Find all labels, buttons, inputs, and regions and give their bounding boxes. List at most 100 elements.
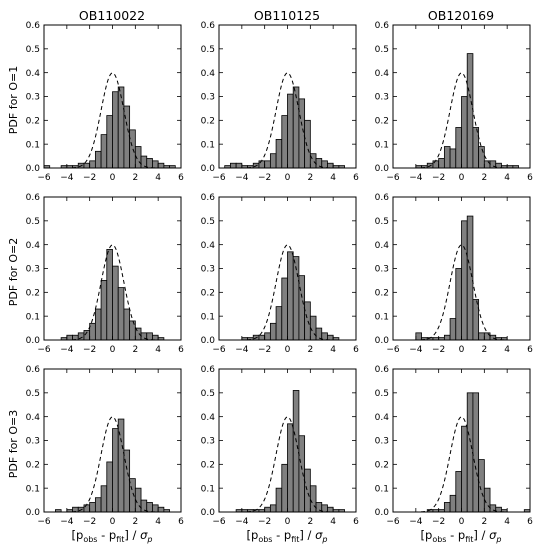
y-tick-label: 0.3 (201, 265, 215, 275)
y-tick-label: 0.6 (201, 365, 216, 375)
histogram-bar (443, 334, 451, 341)
y-tick-label: 0.4 (201, 69, 216, 79)
x-tick-label: 4 (330, 173, 336, 183)
y-tick-label: 0.1 (26, 140, 40, 150)
y-tick-label: 0.6 (26, 365, 41, 375)
histogram-bar (461, 425, 468, 513)
histogram-bar (94, 150, 102, 169)
x-axis-labels: [pobs - pfit] / σp [pobs - pfit] / σp [p… (72, 528, 502, 544)
y-tick-label: 0.1 (201, 484, 215, 494)
y-tick-label: 0.4 (26, 69, 41, 79)
panel-3-3: −6 −4 −2 0 2 4 6 0.0 0.1 0.2 0.3 0.4 0.5 0.6 (375, 365, 533, 527)
histogram-bar (443, 502, 451, 513)
x-tick-label: 4 (155, 517, 161, 527)
panel-1-3: −6 −4 −2 0 2 4 6 0.0 0.1 0.2 0.3 0.4 0.5 0.6 (375, 21, 533, 183)
histogram-bar (129, 478, 136, 513)
histogram-bar (129, 129, 136, 169)
y-tick-label: 0.0 (26, 508, 41, 518)
histogram-bar (292, 86, 300, 169)
y-tick-label: 0.5 (26, 389, 40, 399)
y-tick-label: 0.3 (26, 93, 40, 103)
y-tick-label: 0.3 (375, 437, 389, 447)
y-tick-label: 0.5 (26, 45, 40, 55)
histogram-bar (157, 162, 165, 169)
histogram-bar (304, 119, 311, 169)
x-tick-label: −4 (60, 517, 74, 527)
x-tick-label: −4 (235, 517, 249, 527)
histogram-bar (478, 332, 485, 341)
y-tick-label: 0.3 (375, 265, 389, 275)
histogram-bar (298, 435, 306, 513)
x-tick-label: 4 (155, 173, 161, 183)
x-tick-label: 2 (481, 173, 487, 183)
histogram-bar (100, 280, 108, 341)
histogram-bar (281, 115, 288, 169)
y-tick-label: 0.4 (26, 413, 41, 423)
y-tick-label: 0.0 (201, 508, 216, 518)
histogram-bar (478, 459, 485, 513)
y-tick-label: 0.4 (26, 241, 41, 251)
histogram-bar (83, 162, 91, 169)
x-tick-label: 6 (353, 517, 359, 527)
x-tick-label: 2 (132, 517, 138, 527)
y-tick-label: 0.5 (201, 389, 215, 399)
histogram-bar (117, 86, 125, 169)
y-tick-label: 0.5 (375, 389, 389, 399)
panel-2-2: −6 −4 −2 0 2 4 6 0.0 0.1 0.2 0.3 0.4 0.5 0.6 (201, 193, 359, 355)
y-tick-label: 0.3 (201, 437, 215, 447)
y-tick-label: 0.0 (201, 336, 216, 346)
y-tick-label: 0.6 (375, 365, 390, 375)
histogram-bar (66, 334, 73, 341)
x-tick-label: 4 (504, 173, 510, 183)
histogram-bar (455, 268, 462, 341)
y-tick-label: 0.4 (375, 413, 390, 423)
x-tick-label: 2 (307, 345, 313, 355)
histogram-bar (100, 134, 108, 169)
y-tick-label: 0.3 (26, 265, 40, 275)
y-tick-label: 0.3 (201, 93, 215, 103)
histogram-bar (106, 461, 113, 513)
x-tick-label: 6 (353, 173, 359, 183)
x-tick-label: −6 (37, 345, 51, 355)
histogram-bar (483, 332, 491, 341)
histogram-bar (327, 506, 334, 513)
x-tick-label: 0 (459, 517, 465, 527)
histogram-bar (264, 160, 271, 169)
x-tick-label: −2 (83, 173, 96, 183)
y-tick-label: 0.2 (26, 117, 40, 127)
histogram-bar (264, 506, 271, 513)
y-tick-label: 0.2 (375, 289, 389, 299)
histogram-bar (415, 332, 422, 341)
y-tick-label: 0.1 (26, 312, 40, 322)
x-tick-label: 0 (110, 345, 116, 355)
histogram-bar (146, 502, 153, 513)
y-tick-label: 0.6 (201, 193, 216, 203)
histogram-bar (287, 423, 294, 513)
histogram-bar (112, 428, 119, 513)
histogram-bar (449, 494, 457, 513)
x-tick-label: −6 (37, 517, 51, 527)
row-label-2: PDF for O=2 (7, 238, 20, 306)
y-tick-label: 0.2 (375, 117, 389, 127)
histogram-bar (117, 287, 125, 341)
histogram-bar (483, 160, 491, 169)
histogram-bar (466, 215, 474, 341)
histogram-panels: −6 −4 −2 0 2 4 6 0.0 0.1 0.2 0.3 0.4 0.5 0.6 −6 −4 −2 0 2 4… (26, 21, 533, 527)
y-tick-label: 0.6 (375, 193, 390, 203)
histogram-bar (304, 301, 311, 341)
x-tick-label: 2 (307, 173, 313, 183)
histogram-bar (152, 504, 159, 513)
x-tick-label: −2 (432, 517, 445, 527)
x-tick-label: −4 (235, 173, 249, 183)
panel-3-1: −6 −4 −2 0 2 4 6 0.0 0.1 0.2 0.3 0.4 0.5 0.6 (26, 365, 184, 527)
x-tick-label: 4 (155, 345, 161, 355)
histogram-bar (472, 127, 480, 169)
x-tick-label: 6 (353, 345, 359, 355)
x-tick-label: 2 (481, 345, 487, 355)
histogram-bar (269, 322, 277, 341)
histogram-bar (287, 251, 294, 341)
x-axis-label-1: [pobs - pfit] / σp (72, 528, 153, 544)
x-tick-label: 6 (178, 517, 184, 527)
column-titles: OB110022 OB110125 OB120169 (79, 8, 494, 23)
histogram-bar (235, 162, 243, 169)
